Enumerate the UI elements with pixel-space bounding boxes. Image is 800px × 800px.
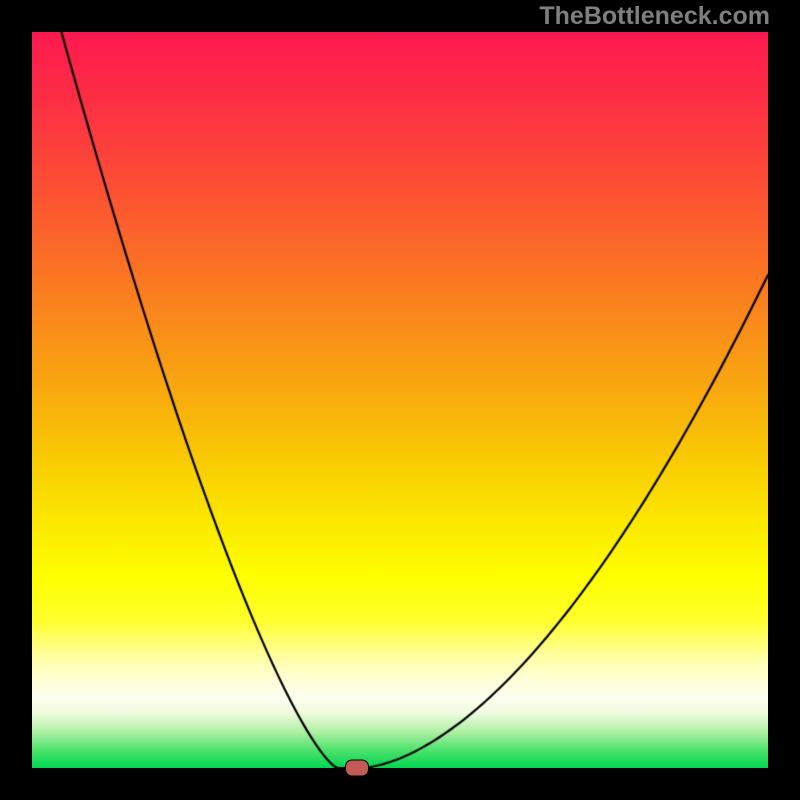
- curve-canvas: [32, 32, 768, 768]
- plot-area: [32, 32, 768, 768]
- watermark-text: TheBottleneck.com: [539, 2, 770, 31]
- figure-root: TheBottleneck.com: [0, 0, 800, 800]
- vertex-marker: [345, 760, 369, 777]
